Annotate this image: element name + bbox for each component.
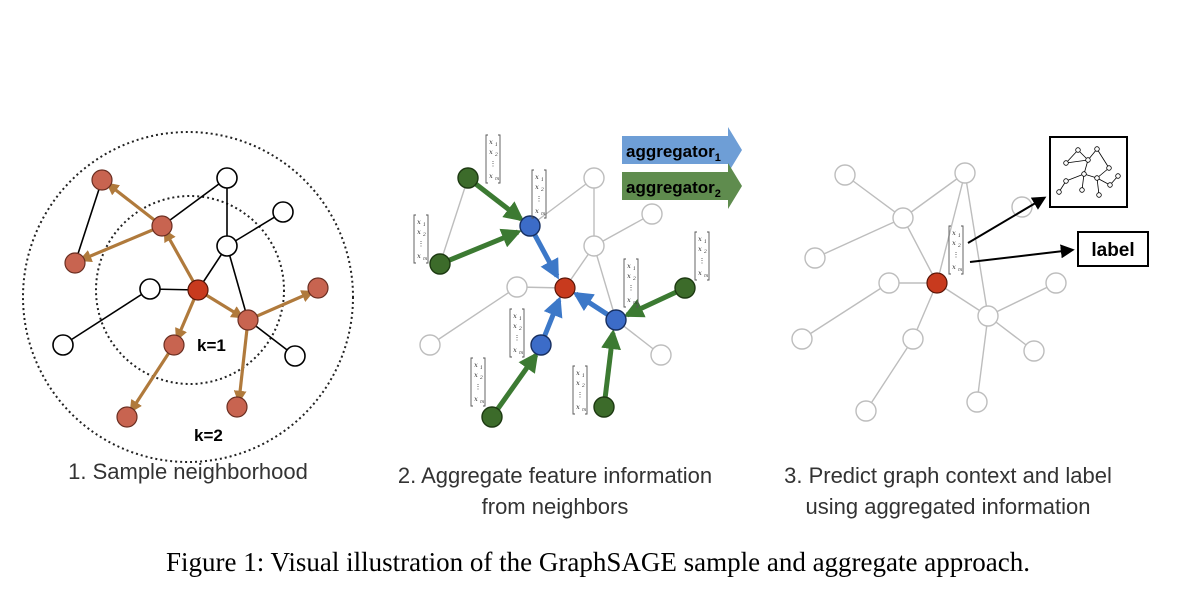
aggregated-feature-vector	[948, 225, 964, 275]
panel-3-caption: 3. Predict graph context and label using…	[758, 460, 1138, 522]
target-node	[926, 272, 948, 294]
panel-2-caption: 2. Aggregate feature information from ne…	[375, 460, 735, 522]
grey-nodes	[419, 167, 672, 366]
k1-boundary	[95, 195, 285, 385]
panel-3-predict: label	[791, 136, 1149, 422]
panel-1-sample-neighborhood: k=1 k=2	[22, 131, 354, 463]
label-arrow	[969, 244, 1075, 263]
label-box: label	[1077, 231, 1149, 267]
unsampled-edges	[62, 177, 296, 357]
graph-context-icon	[1049, 136, 1128, 208]
panel-1-caption: 1. Sample neighborhood	[28, 456, 348, 487]
figure-caption: Figure 1: Visual illustration of the Gra…	[166, 547, 1030, 577]
panel-2-caption-line2: from neighbors	[481, 494, 629, 519]
sampled-nodes	[64, 169, 329, 428]
panel-2-aggregate: aggregator1 aggregator2	[413, 127, 742, 428]
grey-nodes	[791, 162, 1067, 422]
context-arrow	[967, 196, 1047, 244]
target-node	[187, 279, 209, 301]
k2-boundary	[22, 131, 354, 463]
figure: x 1 x 2 ⋮ x m	[22, 127, 1149, 463]
panel-1-caption-line1: 1. Sample neighborhood	[68, 459, 308, 484]
svg-text:aggregator1: aggregator1	[626, 142, 721, 164]
white-nodes	[52, 167, 306, 367]
svg-text:label: label	[1091, 240, 1134, 261]
aggregator1-banner: aggregator1	[622, 127, 742, 173]
target-node	[554, 277, 576, 299]
aggregator2-banner: aggregator2	[622, 163, 742, 209]
k1-label: k=1	[197, 336, 226, 355]
svg-text:aggregator2: aggregator2	[626, 178, 721, 200]
panel-3-caption-line1: 3. Predict graph context and label	[784, 463, 1112, 488]
green-nodes	[429, 167, 696, 428]
k2-label: k=2	[194, 426, 223, 445]
panel-2-caption-line1: 2. Aggregate feature information	[397, 463, 713, 488]
blue-nodes	[519, 215, 627, 356]
panel-3-caption-line2: using aggregated information	[805, 494, 1091, 519]
